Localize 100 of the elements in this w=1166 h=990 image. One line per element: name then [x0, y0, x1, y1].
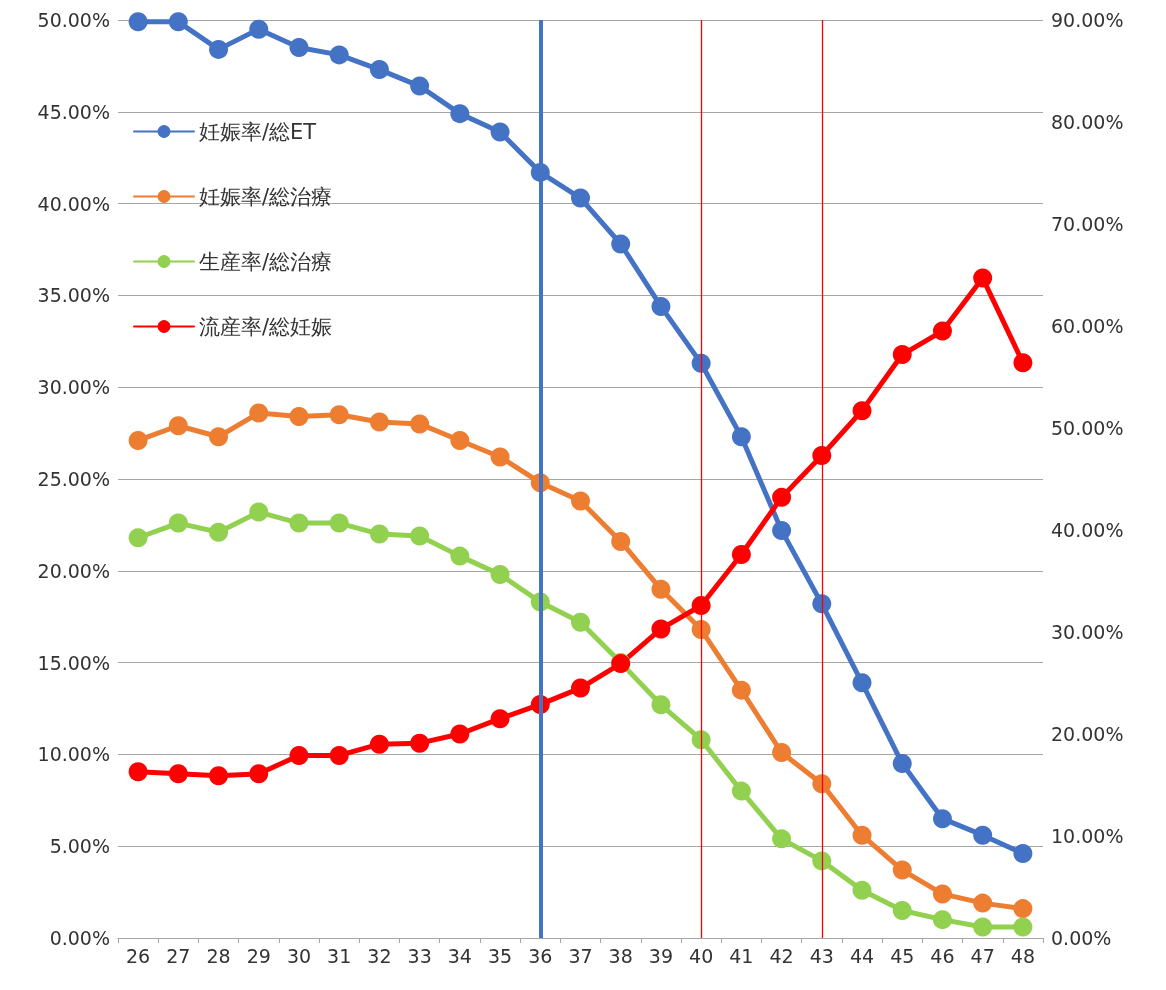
point [249, 502, 269, 522]
point [571, 612, 590, 632]
y-tick-label: 30.00% [37, 376, 110, 399]
point [932, 884, 952, 904]
y-tick-label: 10.00% [37, 743, 110, 766]
x-tick-label: 40 [689, 944, 714, 967]
legend-label: 妊娠率/総治療 [199, 184, 333, 209]
point [209, 427, 229, 447]
point [289, 513, 309, 533]
legend-label: 妊娠率/総ET [199, 119, 317, 144]
point [932, 910, 952, 930]
point [410, 733, 430, 753]
point [731, 427, 751, 447]
point [168, 416, 188, 436]
x-tick-label: 29 [246, 944, 271, 967]
point [812, 594, 832, 614]
point [168, 513, 188, 533]
point [410, 76, 430, 96]
x-tick-label: 44 [849, 944, 875, 967]
point [410, 414, 430, 434]
y-tick-label: 40.00% [37, 192, 110, 215]
y2-tick-label: 20.00% [1051, 723, 1124, 745]
point [772, 743, 792, 763]
point [1013, 844, 1033, 864]
point [289, 407, 309, 427]
x-tick-label: 27 [166, 944, 191, 967]
x-tick-label: 37 [568, 944, 593, 967]
point [209, 39, 229, 59]
point [490, 122, 510, 142]
point [450, 104, 470, 124]
y-tick-label: 20.00% [37, 559, 110, 582]
point [731, 680, 751, 700]
point [168, 764, 188, 784]
x-tick-label: 48 [1010, 944, 1035, 967]
x-tick-label: 39 [648, 944, 674, 967]
y-tick-label: 25.00% [37, 468, 110, 490]
point [892, 754, 912, 774]
point [691, 353, 711, 373]
y2-tick-label: 40.00% [1051, 519, 1124, 541]
point [772, 487, 792, 507]
point [1013, 899, 1033, 919]
x-tick-label: 47 [970, 944, 995, 967]
point [249, 764, 269, 784]
point [369, 412, 389, 432]
point [490, 447, 510, 467]
y2-tick-label: 30.00% [1051, 621, 1124, 643]
x-tick-label: 32 [367, 944, 392, 967]
x-tick-label: 31 [327, 944, 352, 967]
point [852, 673, 872, 693]
y-tick-label: 5.00% [49, 835, 110, 858]
point [450, 546, 470, 566]
point [450, 430, 470, 450]
point [571, 491, 590, 511]
point [289, 745, 309, 765]
point [209, 766, 229, 786]
point [128, 528, 148, 548]
x-tick-label: 34 [447, 944, 472, 967]
legend-label: 流産率/総妊娠 [199, 314, 333, 339]
y2-tick-label: 80.00% [1051, 111, 1124, 133]
point [651, 695, 671, 715]
point [772, 520, 792, 540]
point [289, 38, 309, 58]
point [571, 678, 590, 698]
point [812, 851, 832, 871]
point [490, 564, 510, 584]
point [249, 403, 269, 423]
x-tick-label: 43 [809, 944, 834, 967]
point [852, 880, 872, 900]
point [892, 900, 912, 920]
point [772, 829, 792, 849]
x-tick-label: 46 [930, 944, 955, 967]
point [973, 268, 993, 288]
point [932, 809, 952, 829]
point [731, 544, 751, 564]
point [369, 60, 389, 80]
point [369, 524, 389, 544]
y2-tick-label: 0.00% [1051, 927, 1112, 949]
point [973, 825, 993, 845]
point [651, 579, 671, 599]
point [812, 774, 832, 794]
point [410, 526, 430, 546]
point [1013, 917, 1033, 937]
y2-tick-label: 60.00% [1051, 315, 1124, 337]
y2-tick-label: 70.00% [1051, 213, 1124, 235]
point [892, 345, 912, 365]
point [932, 321, 952, 341]
point [329, 745, 349, 765]
point [691, 595, 711, 615]
point [128, 12, 148, 32]
point [329, 513, 349, 533]
x-tick-label: 45 [890, 944, 915, 967]
legend-label: 生産率/総治療 [199, 249, 333, 274]
point [691, 730, 711, 750]
x-tick-label: 41 [729, 944, 754, 967]
y2-tick-label: 90.00% [1051, 9, 1124, 31]
y-tick-label: 15.00% [37, 651, 110, 674]
point [651, 619, 671, 639]
y-tick-label: 45.00% [37, 100, 110, 123]
x-tick-label: 26 [126, 944, 151, 967]
x-tick-label: 38 [608, 944, 633, 967]
